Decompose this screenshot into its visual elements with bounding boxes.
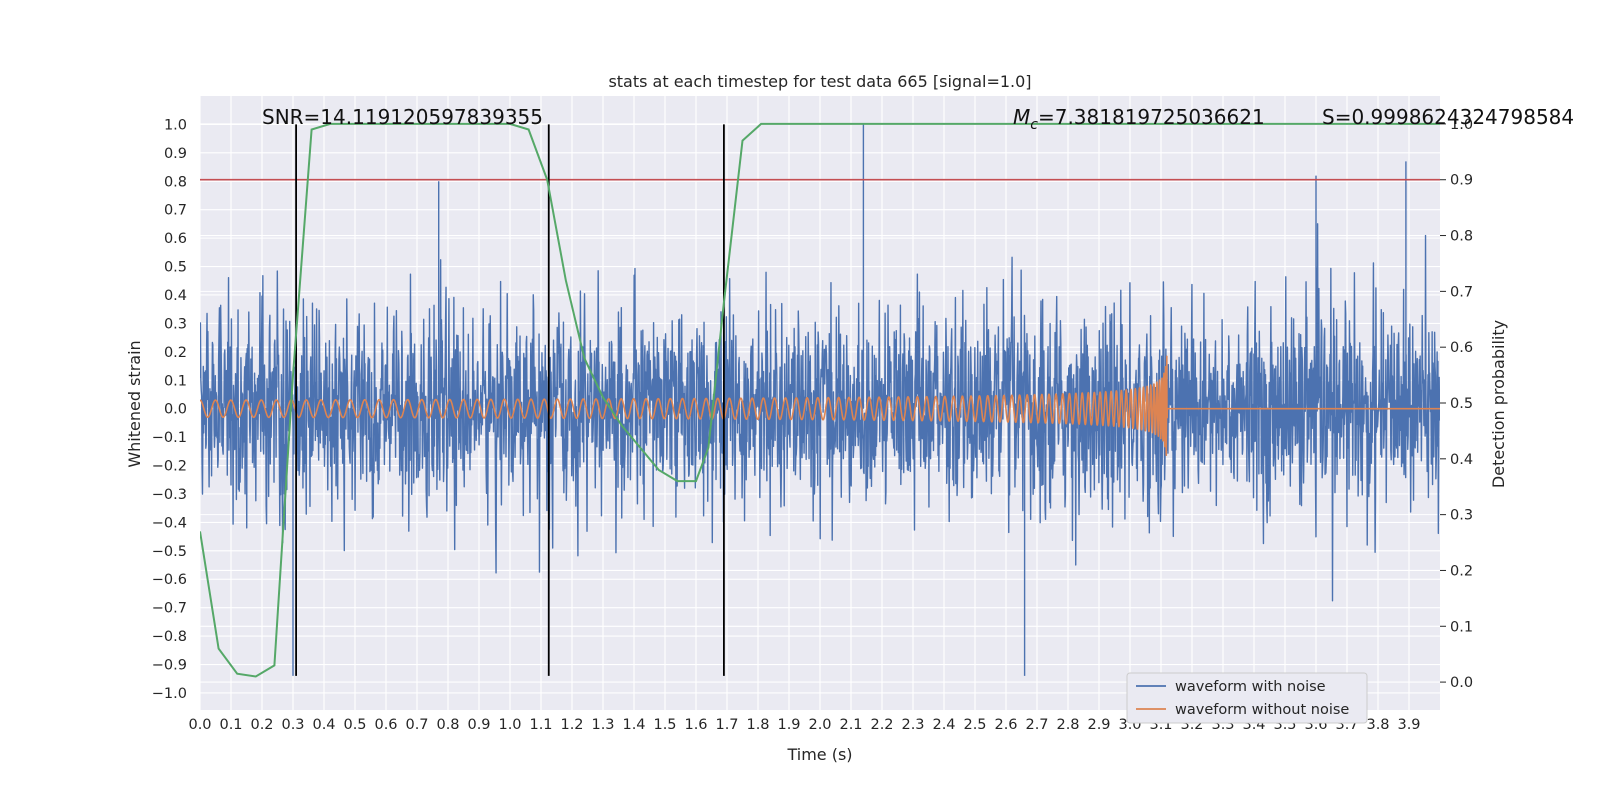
x-tick-label: 0.4 bbox=[312, 717, 335, 733]
y-tick-label-right: 0.8 bbox=[1450, 229, 1473, 245]
y-tick-label-left: −0.9 bbox=[152, 658, 187, 674]
y-tick-label-right: 1.0 bbox=[1450, 117, 1473, 133]
marker-lines bbox=[295, 124, 725, 676]
y-tick-label-left: 0.5 bbox=[164, 260, 187, 276]
annotation-mc-symbol: M bbox=[1013, 105, 1030, 129]
legend-label-with-noise: waveform with noise bbox=[1175, 679, 1326, 695]
x-tick-label: 0.1 bbox=[219, 717, 242, 733]
y-tick-label-right: 0.4 bbox=[1450, 452, 1473, 468]
y-tick-label-left: −0.2 bbox=[152, 459, 187, 475]
x-tick-label: 0.3 bbox=[281, 717, 304, 733]
x-tick-label: 2.3 bbox=[901, 717, 924, 733]
annotation-mc-sub: c bbox=[1030, 117, 1038, 133]
x-tick-label: 1.6 bbox=[684, 717, 707, 733]
y-tick-label-left: 0.4 bbox=[164, 288, 187, 304]
y-tick-label-right: 0.6 bbox=[1450, 340, 1473, 356]
series-detection-probability bbox=[200, 122, 1440, 678]
x-tick-label: 2.7 bbox=[1025, 717, 1048, 733]
x-tick-label: 1.3 bbox=[591, 717, 614, 733]
annotation-snr: SNR=14.119120597839355 bbox=[262, 105, 543, 129]
y-tick-label-left: 0.3 bbox=[164, 316, 187, 332]
legend-label-without-noise: waveform without noise bbox=[1175, 702, 1349, 718]
y-tick-label-left: 0.2 bbox=[164, 345, 187, 361]
y-axis-label-right: Detection probability bbox=[1489, 320, 1508, 488]
y-tick-label-left: −0.7 bbox=[152, 601, 187, 617]
x-tick-label: 0.5 bbox=[343, 717, 366, 733]
y-tick-label-left: −0.3 bbox=[152, 487, 187, 503]
annotation-chirp-mass: Mc=7.381819725036621 bbox=[1013, 105, 1265, 133]
x-tick-label: 0.7 bbox=[405, 717, 428, 733]
annotation-mc-value: =7.381819725036621 bbox=[1038, 105, 1265, 129]
y-tick-label-left: −1.0 bbox=[152, 686, 187, 702]
x-tick-label: 0.6 bbox=[374, 717, 397, 733]
x-tick-label: 1.2 bbox=[560, 717, 583, 733]
y-tick-label-right: 0.2 bbox=[1450, 563, 1473, 579]
x-tick-label: 2.1 bbox=[839, 717, 862, 733]
y-tick-label-right: 0.9 bbox=[1450, 173, 1473, 189]
y-tick-label-right: 0.3 bbox=[1450, 508, 1473, 524]
x-tick-label: 2.2 bbox=[870, 717, 893, 733]
y-tick-label-left: 1.0 bbox=[164, 117, 187, 133]
y-tick-label-left: −0.8 bbox=[152, 629, 187, 645]
y-tick-label-left: 0.7 bbox=[164, 203, 187, 219]
legend-box bbox=[1126, 672, 1368, 724]
x-tick-label: 2.4 bbox=[932, 717, 955, 733]
x-tick-label: 0.0 bbox=[188, 717, 211, 733]
y-tick-label-left: 0.8 bbox=[164, 174, 187, 190]
x-tick-label: 1.7 bbox=[715, 717, 738, 733]
y-tick-labels-left: 1.0 0.9 0.8 0.7 0.6 0.5 0.4 0.3 0.2 0.1 0.0 −0.1 −0.… bbox=[152, 117, 187, 702]
x-tick-label: 0.8 bbox=[436, 717, 459, 733]
y-tick-label-right: 0.0 bbox=[1450, 675, 1473, 691]
x-tick-label: 0.2 bbox=[250, 717, 273, 733]
legend: waveform with noise waveform without noi… bbox=[1126, 672, 1368, 724]
x-tick-label: 2.0 bbox=[808, 717, 831, 733]
x-tick-label: 1.8 bbox=[746, 717, 769, 733]
y-tick-label-left: −0.4 bbox=[152, 515, 187, 531]
y-tick-label-right: 0.5 bbox=[1450, 396, 1473, 412]
x-tick-label: 1.9 bbox=[777, 717, 800, 733]
y-tick-label-left: 0.0 bbox=[164, 402, 187, 418]
x-tick-label: 2.6 bbox=[994, 717, 1017, 733]
x-tick-label: 2.5 bbox=[963, 717, 986, 733]
y-tick-label-right: 0.7 bbox=[1450, 284, 1473, 300]
annotation-s: S=0.9998624324798584 bbox=[1322, 105, 1574, 129]
y-tick-label-left: 0.9 bbox=[164, 146, 187, 162]
series-waveform-with-noise bbox=[200, 124, 1440, 676]
x-tick-label: 1.5 bbox=[653, 717, 676, 733]
x-tick-label: 3.8 bbox=[1366, 717, 1389, 733]
y-tick-label-right: 0.1 bbox=[1450, 619, 1473, 635]
x-tick-label: 2.8 bbox=[1056, 717, 1079, 733]
x-tick-label: 1.4 bbox=[622, 717, 645, 733]
y-tick-labels-right: 1.0 0.9 0.8 0.7 0.6 0.5 0.4 0.3 0.2 0.1 0.0 bbox=[1440, 117, 1473, 691]
x-tick-label: 2.9 bbox=[1087, 717, 1110, 733]
y-tick-label-left: −0.1 bbox=[152, 430, 187, 446]
y-tick-label-left: −0.5 bbox=[152, 544, 187, 560]
x-tick-label: 1.0 bbox=[498, 717, 521, 733]
chart-title: stats at each timestep for test data 665… bbox=[608, 72, 1031, 91]
x-tick-label: 0.9 bbox=[467, 717, 490, 733]
x-tick-label: 1.1 bbox=[529, 717, 552, 733]
x-axis-label: Time (s) bbox=[786, 745, 852, 764]
y-tick-label-left: 0.1 bbox=[164, 373, 187, 389]
y-tick-label-left: 0.6 bbox=[164, 231, 187, 247]
y-tick-label-left: −0.6 bbox=[152, 572, 187, 588]
y-axis-label-left: Whitened strain bbox=[125, 340, 144, 467]
x-tick-label: 3.9 bbox=[1397, 717, 1420, 733]
series-waveform-without-noise bbox=[200, 355, 1440, 457]
